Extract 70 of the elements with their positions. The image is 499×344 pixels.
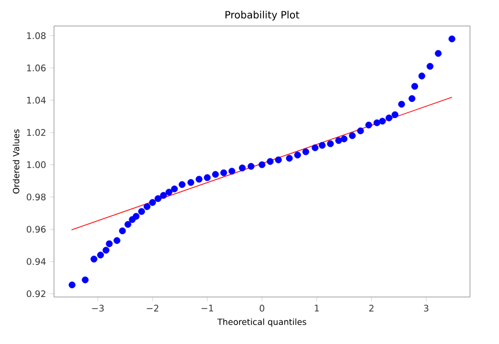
- point: [97, 252, 104, 258]
- y-tick-label: 1.08: [27, 32, 46, 40]
- point: [340, 136, 348, 142]
- y-tick-label: 1.00: [27, 161, 46, 168]
- point: [365, 122, 372, 128]
- point: [114, 237, 120, 244]
- x-tick-label: −2: [146, 304, 158, 312]
- point: [106, 240, 113, 248]
- point: [294, 152, 301, 158]
- point: [398, 100, 405, 108]
- point: [212, 170, 219, 178]
- point: [204, 174, 211, 182]
- x-tick-label: −3: [92, 304, 104, 312]
- x-tick-label: 3: [424, 304, 428, 312]
- point: [448, 36, 456, 42]
- y-axis-title: Ordered Values: [12, 129, 20, 194]
- x-tick-label: 2: [369, 304, 374, 312]
- point: [154, 195, 162, 202]
- point: [386, 114, 392, 122]
- point: [318, 142, 326, 149]
- point: [248, 162, 254, 170]
- y-tick-label: 0.94: [26, 258, 46, 265]
- point: [124, 221, 132, 228]
- point: [434, 50, 442, 57]
- x-tick-label: 0: [260, 304, 264, 312]
- point: [187, 179, 194, 186]
- point: [196, 176, 202, 183]
- point: [228, 168, 236, 175]
- point: [171, 186, 178, 192]
- chart-title: Probability Plot: [226, 10, 300, 20]
- point: [178, 181, 186, 188]
- point: [357, 127, 364, 134]
- point: [418, 72, 426, 80]
- point: [392, 111, 398, 118]
- y-tick-label: 0.96: [26, 226, 46, 233]
- point: [302, 148, 310, 156]
- point: [286, 154, 293, 162]
- x-tick-label: −1: [202, 304, 214, 312]
- y-tick-label: 1.02: [27, 129, 46, 136]
- point: [238, 164, 246, 172]
- point: [426, 62, 434, 70]
- point: [138, 208, 145, 215]
- y-tick-label: 1.06: [27, 64, 46, 72]
- y-tick-label: 0.98: [26, 194, 46, 200]
- point: [102, 246, 110, 254]
- point: [348, 132, 356, 140]
- point: [258, 161, 266, 168]
- point: [82, 276, 89, 284]
- point: [312, 144, 318, 152]
- y-tick-label: 0.92: [26, 290, 46, 298]
- point: [166, 188, 172, 196]
- x-axis-title: Theoretical quantiles: [217, 318, 306, 327]
- point: [266, 158, 274, 165]
- point: [160, 192, 167, 199]
- point: [220, 169, 228, 176]
- x-tick-label: 1: [314, 304, 319, 312]
- point: [327, 140, 334, 148]
- point: [275, 156, 282, 164]
- point: [149, 199, 156, 206]
- point: [90, 256, 98, 262]
- point: [411, 82, 418, 90]
- point: [68, 281, 76, 288]
- point: [379, 118, 386, 125]
- point: [132, 212, 140, 220]
- point: [144, 203, 150, 210]
- point: [119, 227, 126, 234]
- point: [335, 137, 342, 144]
- y-tick-label: 1.04: [27, 96, 46, 104]
- point: [408, 95, 416, 102]
- point: [374, 119, 380, 126]
